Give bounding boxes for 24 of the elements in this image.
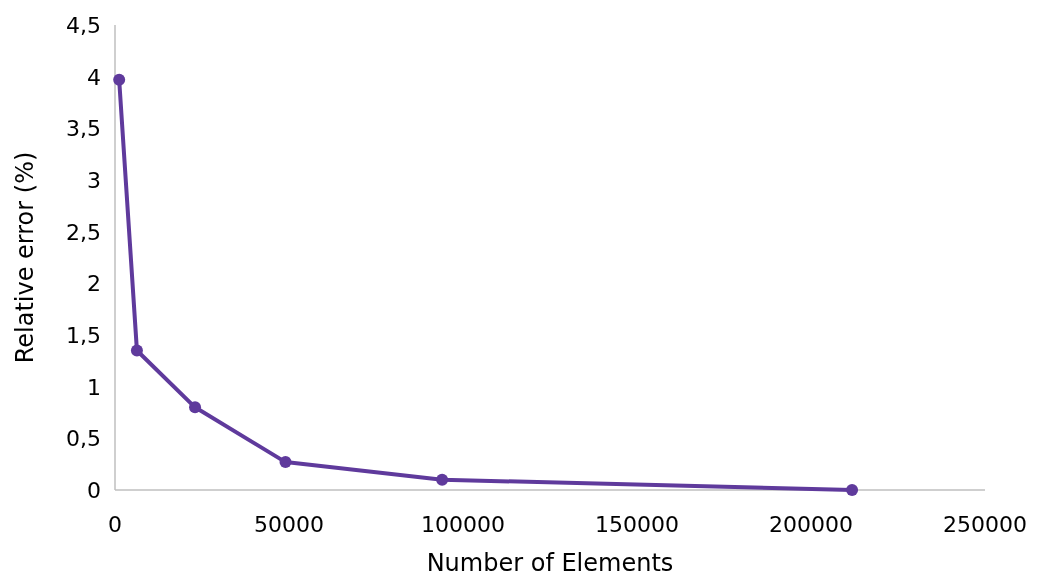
point [279,456,292,469]
x-tick-label: 0 [108,512,122,537]
x-tick-label: 100000 [421,512,505,537]
x-tick-label: 50000 [254,512,324,537]
point [113,73,126,86]
x-axis-title: Number of Elements [426,549,674,577]
x-tick-label: 200000 [769,512,853,537]
y-tick-label: 3 [87,168,101,193]
point [436,473,449,486]
x-tick-label: 150000 [595,512,679,537]
x-tick-label: 250000 [943,512,1027,537]
y-tick-label: 3,5 [66,116,101,142]
y-tick-label: 2 [87,271,101,297]
y-tick-label: 0,5 [66,426,101,452]
y-tick-label: 4 [87,64,101,90]
point [189,401,202,414]
y-tick-label: 4,5 [66,13,101,38]
y-tick-label: 1 [87,374,101,400]
y-tick-label: 0 [87,478,101,503]
point [130,344,143,357]
point [846,484,859,496]
y-tick-label: 1,5 [66,323,101,348]
y-axis-title: Relative error (%) [11,151,39,364]
y-tick-label: 2,5 [66,219,101,245]
